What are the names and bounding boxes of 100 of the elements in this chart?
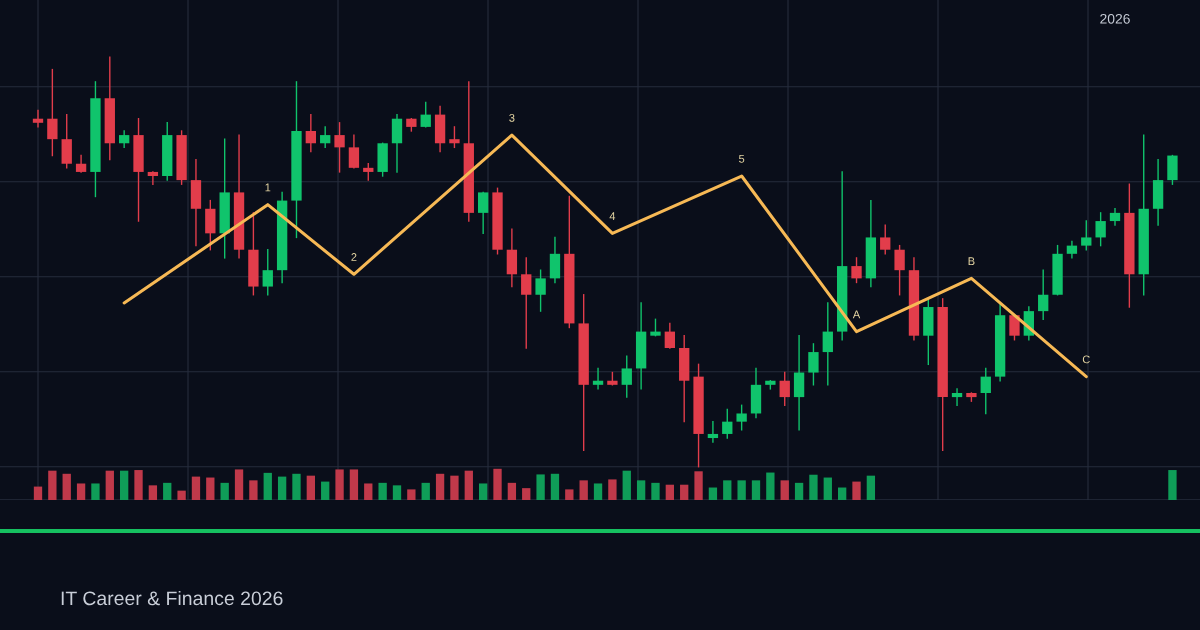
bar [665, 484, 674, 500]
bar [220, 482, 229, 500]
candlestick [1081, 220, 1092, 251]
bar [421, 482, 430, 500]
bar [852, 481, 861, 500]
candlestick [664, 322, 676, 349]
bar [507, 482, 517, 500]
bar [76, 483, 86, 500]
bar [91, 483, 100, 500]
candlestick [980, 367, 991, 415]
candlestick [262, 249, 273, 296]
bar [522, 488, 531, 500]
annotation: 4 [609, 212, 616, 220]
bar [737, 480, 746, 500]
bar [335, 469, 344, 500]
bar [277, 476, 287, 500]
candlestick [32, 109, 44, 128]
candlestick [722, 408, 733, 439]
bar [766, 472, 775, 500]
bar [105, 470, 114, 500]
candlestick [880, 224, 891, 255]
bar [62, 473, 71, 500]
bar [1168, 470, 1177, 500]
candlestick [521, 257, 532, 349]
bar [407, 489, 416, 500]
candlestick [592, 367, 604, 390]
bar [536, 474, 545, 500]
bar [751, 480, 761, 500]
bar [33, 486, 43, 500]
annotation: 2 [351, 253, 357, 261]
bar [392, 485, 402, 500]
bar [608, 479, 617, 500]
candlestick [449, 126, 460, 149]
annotation: 5 [738, 154, 745, 163]
bar [493, 468, 502, 500]
bar [364, 483, 373, 500]
candlestick [420, 101, 431, 128]
candlestick [334, 122, 345, 173]
candlestick [1095, 212, 1106, 247]
candlestick [822, 302, 833, 386]
candlestick [779, 371, 790, 406]
bar [306, 475, 315, 500]
bar [464, 470, 473, 500]
candlestick [894, 244, 905, 296]
bar [349, 469, 359, 500]
bar [593, 483, 603, 500]
candlestick [535, 269, 546, 312]
bar [794, 482, 804, 500]
annotation: A [852, 310, 861, 319]
bar [680, 484, 689, 500]
candlestick [47, 68, 58, 157]
annotation: B [968, 257, 975, 265]
candlestick [477, 191, 489, 235]
bar [120, 470, 129, 500]
bar [263, 472, 272, 500]
bar [565, 489, 574, 500]
text: IT Career & Finance 2026 [61, 590, 283, 606]
bar [177, 490, 186, 500]
bar [134, 470, 143, 500]
bar [823, 477, 832, 500]
bar [708, 487, 718, 500]
bar [838, 487, 847, 500]
annotation: C [1082, 355, 1090, 364]
bar [378, 482, 387, 500]
candlestick [305, 113, 317, 153]
bar [234, 469, 244, 500]
candlestick [320, 126, 331, 149]
candlestick [621, 355, 632, 398]
bar [579, 480, 588, 500]
bar [723, 480, 732, 500]
candlestick [851, 257, 862, 284]
bar [479, 483, 488, 500]
candlestick [1038, 269, 1049, 321]
candlestick [736, 404, 747, 431]
bar [292, 473, 301, 500]
bar [809, 474, 818, 500]
bar [694, 471, 703, 500]
annotation: 1 [265, 183, 271, 192]
annotation: 3 [509, 113, 515, 122]
bar [148, 485, 158, 500]
bar [48, 470, 57, 500]
candlestick [707, 420, 719, 443]
candlestick [348, 134, 360, 169]
bar [866, 475, 876, 500]
bar [249, 480, 258, 500]
bar [450, 475, 459, 500]
candlestick [1009, 314, 1020, 341]
bar [622, 470, 631, 500]
bar [636, 480, 646, 500]
bar [206, 477, 215, 500]
bar [780, 480, 789, 500]
bar [321, 481, 330, 500]
bar [163, 482, 172, 500]
candlestick [147, 171, 159, 185]
bar [435, 473, 445, 500]
bar [550, 473, 560, 500]
text: 2026 [1100, 13, 1130, 24]
bar [651, 482, 660, 500]
candlestick [951, 388, 963, 406]
bar [191, 476, 201, 500]
